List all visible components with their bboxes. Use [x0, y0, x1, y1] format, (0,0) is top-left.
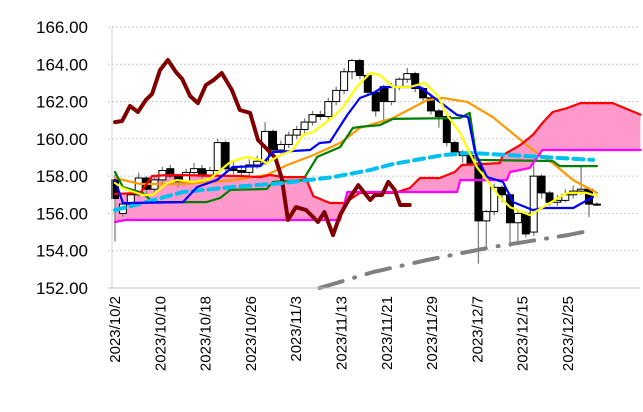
candle [292, 125, 301, 139]
candle [300, 118, 309, 134]
x-tick-label: 2023/10/18 [198, 296, 215, 371]
candle-body [482, 211, 491, 222]
x-tick-label: 2023/11/21 [379, 296, 396, 370]
candle [245, 159, 254, 177]
candle-body [529, 175, 538, 233]
candle [213, 138, 222, 173]
x-tick-label: 2023/11/3 [288, 296, 305, 362]
ma-yellow-line [113, 71, 599, 217]
candle [513, 209, 522, 242]
candle-body [355, 60, 364, 76]
y-tick-label: 166.00 [36, 18, 88, 37]
y-tick-label: 160.00 [36, 130, 88, 149]
candle [371, 90, 380, 117]
span-a-line [113, 101, 642, 205]
candle [529, 163, 538, 236]
candle-body [340, 71, 349, 91]
span-b-line [113, 148, 642, 224]
x-axis-labels: 2023/10/2 2023/10/10 2023/10/18 2023/10/26 2… [107, 296, 577, 371]
candle [442, 114, 451, 147]
candle-body [521, 212, 530, 235]
y-tick-label: 152.00 [36, 279, 88, 298]
candle-body [332, 89, 341, 103]
candle [592, 202, 601, 206]
y-tick-label: 154.00 [36, 242, 88, 261]
candle-body [221, 142, 230, 170]
candle [379, 84, 388, 124]
candle-body [395, 78, 404, 88]
candle [355, 58, 364, 80]
candle-body [434, 110, 443, 117]
ichimoku-cloud [115, 103, 641, 223]
y-axis-labels: 152.00 154.00 156.00 158.00 160.00 162.00 164.… [36, 18, 88, 298]
candle [577, 164, 586, 195]
candle [411, 71, 420, 93]
candle [332, 86, 341, 106]
candle-body [450, 142, 459, 153]
y-tick-label: 156.00 [36, 204, 88, 223]
candle [537, 174, 546, 199]
candle-body [577, 188, 586, 192]
candle-body [316, 114, 325, 117]
x-tick-label: 2023/10/10 [152, 296, 169, 371]
candle [340, 68, 349, 95]
cloud-fill [115, 103, 641, 223]
candle-body [442, 115, 451, 144]
y-tick-label: 158.00 [36, 167, 88, 186]
candle-body [237, 170, 246, 173]
candle-body [308, 114, 317, 123]
candle-body [245, 164, 254, 173]
candle-body [300, 121, 309, 131]
candle [395, 77, 404, 91]
candle-body [292, 129, 301, 136]
candle-body [513, 212, 522, 224]
candle [403, 68, 412, 83]
x-tick-label: 2023/12/15 [515, 296, 532, 371]
candle-body [190, 168, 198, 173]
candle-body [348, 60, 356, 73]
candle [308, 110, 317, 126]
candle-body [213, 142, 222, 172]
x-tick-label: 2023/11/29 [424, 296, 441, 370]
candle-body [411, 73, 420, 90]
candle [316, 110, 325, 121]
lagging-span-line [113, 58, 412, 238]
candle-body [387, 86, 396, 103]
candle-body [592, 203, 601, 206]
candle-body [166, 168, 175, 177]
candle-body [284, 134, 293, 145]
x-tick-label: 2023/11/13 [334, 296, 351, 370]
x-tick-label: 2023/10/26 [243, 296, 260, 371]
candle [284, 131, 293, 149]
y-tick-label: 162.00 [36, 93, 88, 112]
candle-body [427, 97, 435, 112]
candle [324, 97, 333, 121]
x-tick-label: 2023/12/7 [469, 296, 486, 363]
candle-body [490, 186, 499, 213]
x-tick-label: 2023/12/25 [560, 296, 577, 371]
candle-body [324, 101, 333, 117]
y-tick-label: 164.00 [36, 55, 88, 74]
candle [269, 129, 277, 152]
candle [348, 58, 356, 80]
candle-body [253, 160, 262, 166]
ma-blue-line [113, 85, 595, 212]
candle [190, 163, 198, 177]
candle-body [537, 175, 546, 194]
indicator-lines [113, 58, 642, 290]
trendline-gray-line [317, 230, 585, 290]
candle-body [134, 177, 143, 196]
candle-body [269, 130, 277, 151]
candle-body [276, 143, 285, 151]
candle-body [498, 186, 507, 196]
x-tick-label: 2023/10/2 [107, 296, 124, 363]
candle [482, 209, 491, 247]
candle-body [371, 91, 380, 112]
candle-body [403, 73, 412, 80]
